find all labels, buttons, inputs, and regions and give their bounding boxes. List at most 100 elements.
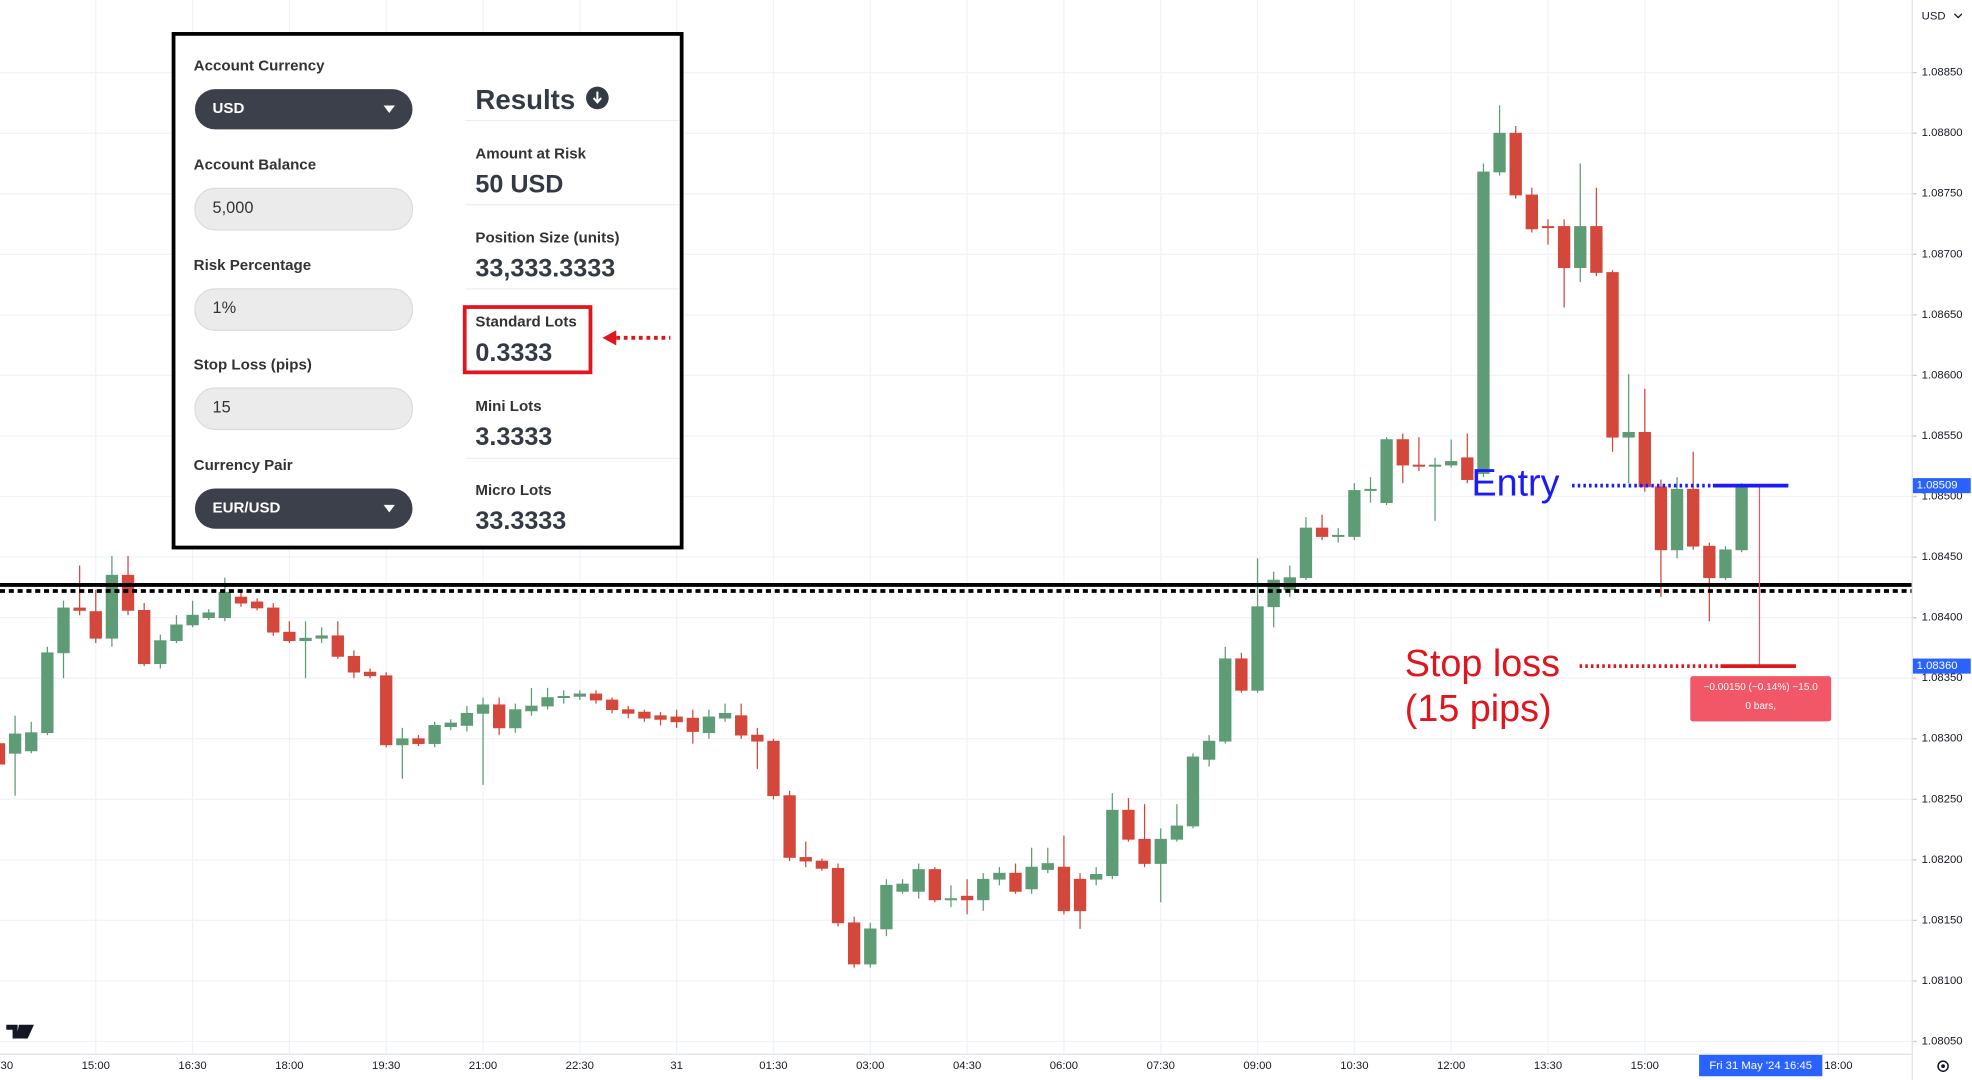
candle-body bbox=[234, 596, 248, 604]
candle-body bbox=[654, 715, 667, 720]
candle-body bbox=[89, 611, 102, 639]
x-tick-label: 07:30 bbox=[1147, 1060, 1175, 1072]
candle-body bbox=[283, 631, 296, 642]
candle-body bbox=[428, 725, 441, 744]
candle-body bbox=[186, 614, 199, 626]
x-tick-label: 13:30 bbox=[1534, 1060, 1562, 1072]
candle-body bbox=[1703, 545, 1716, 579]
candle-body bbox=[1138, 838, 1151, 864]
candle-body bbox=[1687, 488, 1700, 547]
candle-body bbox=[1106, 809, 1119, 876]
candle-body bbox=[815, 860, 829, 869]
candle-body bbox=[1041, 863, 1054, 870]
x-tick-label: 09:00 bbox=[1243, 1060, 1271, 1072]
candle-body bbox=[315, 635, 328, 639]
candle-body bbox=[1332, 534, 1345, 537]
x-tick-label: 19:30 bbox=[372, 1060, 400, 1072]
y-tick-label: 1.08850 bbox=[1922, 67, 1963, 79]
candle-body bbox=[1170, 825, 1184, 840]
candle-body bbox=[380, 675, 393, 746]
candle-body bbox=[170, 624, 183, 642]
candle-body bbox=[250, 601, 264, 609]
candle-body bbox=[541, 697, 554, 707]
candle-body bbox=[1186, 756, 1200, 827]
candle-body bbox=[1315, 527, 1329, 537]
x-tick-label: 13:30 bbox=[0, 1060, 13, 1072]
candle-body bbox=[1477, 171, 1490, 474]
candle-body bbox=[1557, 226, 1571, 269]
result-label: Micro Lots bbox=[475, 482, 551, 499]
dropdown-value: USD bbox=[213, 100, 245, 117]
candle-body bbox=[1509, 132, 1522, 196]
candle-body bbox=[702, 716, 716, 734]
candle-body bbox=[202, 612, 215, 619]
candle-body bbox=[218, 591, 232, 619]
candle-body bbox=[363, 671, 377, 677]
x-tick-label: 18:00 bbox=[1824, 1060, 1852, 1072]
currency-dropdown[interactable] bbox=[194, 89, 413, 130]
candle-body bbox=[299, 637, 312, 642]
candle-body bbox=[138, 610, 151, 665]
price-highlight bbox=[1912, 478, 1971, 494]
candle-body bbox=[589, 693, 603, 701]
candle-body bbox=[1461, 457, 1474, 480]
y-tick-label: 1.08650 bbox=[1922, 309, 1963, 321]
candle-body bbox=[1154, 838, 1167, 864]
candle-body bbox=[993, 872, 1006, 880]
x-tick-label: 15:00 bbox=[82, 1060, 110, 1072]
candle-body bbox=[1428, 464, 1442, 467]
risk-input[interactable] bbox=[194, 288, 414, 331]
candle-body bbox=[0, 743, 6, 765]
y-tick-label: 1.08100 bbox=[1922, 975, 1963, 987]
highlight-box bbox=[462, 305, 593, 375]
overlay: Entry Stop loss(15 pips) −0.00150 (−0.14%)… bbox=[1405, 462, 1971, 1077]
candle-body bbox=[1251, 606, 1264, 691]
calculator-panel: Account Currency USD Account Balance 5,0… bbox=[171, 32, 684, 550]
candle-body bbox=[1090, 874, 1103, 880]
dropdown-arrow bbox=[383, 504, 395, 513]
candle-body bbox=[8, 733, 22, 754]
x-tick-label: 01:30 bbox=[759, 1060, 787, 1072]
pair-dropdown[interactable] bbox=[194, 488, 413, 529]
candle-body bbox=[735, 715, 748, 736]
price-highlight-label: 1.08360 bbox=[1917, 660, 1958, 672]
x-tick-label: 18:00 bbox=[275, 1060, 303, 1072]
input-value: 1% bbox=[213, 299, 237, 317]
candle-body bbox=[1412, 464, 1426, 467]
input-value: 15 bbox=[213, 398, 231, 416]
candle-body bbox=[622, 709, 635, 714]
y-tick-label: 1.08250 bbox=[1922, 793, 1963, 805]
currency-selector[interactable]: USD bbox=[1922, 10, 1946, 22]
candle-body bbox=[476, 704, 490, 714]
field-label: Account Currency bbox=[194, 58, 325, 75]
candle-body bbox=[1299, 527, 1313, 579]
candle-body bbox=[751, 734, 764, 742]
tradingview-logo[interactable] bbox=[6, 1024, 34, 1039]
candle-body bbox=[783, 795, 796, 858]
candle-body bbox=[57, 607, 70, 654]
candle-body bbox=[1219, 658, 1232, 742]
balance-input[interactable] bbox=[194, 187, 414, 231]
x-tick-label: 03:00 bbox=[856, 1060, 884, 1072]
settings-icon[interactable] bbox=[1937, 1060, 1949, 1072]
candle-body bbox=[347, 656, 361, 673]
candle-body bbox=[1025, 866, 1038, 890]
candle-body bbox=[1574, 226, 1587, 269]
candle-body bbox=[41, 652, 54, 734]
y-tick-label: 1.08350 bbox=[1922, 672, 1963, 684]
candle-body bbox=[960, 895, 974, 901]
stop-loss-input[interactable] bbox=[194, 387, 414, 431]
candle-body bbox=[880, 884, 893, 930]
currency-chevron[interactable] bbox=[1953, 13, 1963, 19]
candle-body bbox=[831, 867, 845, 924]
y-tick-label: 1.08400 bbox=[1922, 612, 1963, 624]
measure-box bbox=[1690, 676, 1832, 722]
result-value: 3.3333 bbox=[475, 423, 552, 451]
candle-body bbox=[1396, 439, 1409, 466]
candle-body bbox=[912, 869, 925, 892]
results-icon-arrow bbox=[592, 91, 602, 104]
y-tick-label: 1.08450 bbox=[1922, 551, 1963, 563]
candle-body bbox=[1009, 872, 1022, 892]
